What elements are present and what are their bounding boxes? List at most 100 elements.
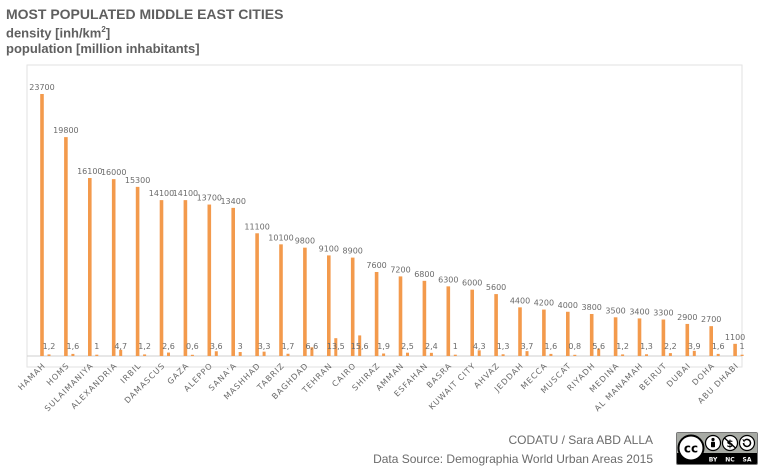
density-bar [733, 343, 737, 356]
population-value-label: 2,6 [162, 342, 175, 351]
density-bar [231, 207, 235, 356]
density-subtitle: density [inh/km2] [6, 22, 283, 41]
density-value-label: 3800 [582, 303, 602, 312]
population-bar [238, 352, 242, 356]
population-value-label: 1 [94, 342, 99, 351]
population-bar [71, 353, 75, 356]
population-bar [190, 354, 194, 356]
density-value-label: 13400 [220, 197, 245, 206]
density-bar [40, 94, 44, 356]
population-bar [167, 352, 170, 356]
population-value-label: 3,7 [521, 342, 534, 351]
population-value-label: 3,9 [688, 342, 701, 351]
density-bar [111, 179, 116, 356]
population-value-label: 6,6 [306, 342, 319, 351]
density-bar [685, 323, 690, 356]
license-label-nc: NC [725, 457, 735, 464]
density-value-label: 15300 [125, 176, 150, 185]
population-value-label: 1,6 [67, 342, 80, 351]
population-bar [573, 354, 577, 356]
svg-text:$: $ [727, 439, 734, 450]
population-bar [645, 354, 648, 356]
density-bar [350, 257, 355, 356]
density-value-label: 4400 [510, 296, 530, 305]
population-value-label: 1,3 [497, 342, 510, 351]
population-bar [334, 338, 338, 356]
credit-text: CODATU / Sara ABD ALLA [508, 433, 654, 447]
population-bar [47, 354, 51, 356]
density-bar [135, 186, 140, 356]
density-bar [88, 178, 92, 356]
population-bar [501, 354, 505, 356]
cc-license-badge[interactable]: cc $ BY NC SA [676, 432, 758, 465]
density-bar [159, 200, 164, 356]
population-value-label: 1,2 [43, 342, 56, 351]
chart-title: MOST POPULATED MIDDLE EAST CITIES [6, 6, 284, 22]
population-bar [621, 354, 625, 356]
density-value-label: 10100 [268, 233, 293, 242]
density-value-label: 2700 [701, 315, 721, 324]
population-value-label: 3 [238, 342, 243, 351]
population-value-label: 0,6 [186, 342, 199, 351]
density-subtitle-end: ] [105, 25, 111, 41]
density-bar [518, 307, 522, 356]
density-bar [327, 255, 331, 356]
density-bar [183, 200, 188, 356]
density-value-label: 16100 [77, 167, 102, 176]
population-value-label: 1,2 [616, 342, 629, 351]
density-value-label: 16000 [101, 168, 126, 177]
population-bar [262, 351, 266, 356]
population-bar [143, 354, 147, 356]
density-value-label: 6300 [438, 275, 458, 284]
density-value-label: 6000 [462, 279, 482, 288]
population-value-label: 4,3 [473, 342, 486, 351]
population-bar [310, 347, 314, 356]
population-bar [453, 354, 457, 356]
population-bar [406, 352, 409, 356]
population-bar [477, 350, 481, 356]
sa-icon [738, 434, 756, 452]
density-value-label: 9100 [319, 244, 339, 253]
population-value-label: 4,7 [114, 342, 127, 351]
density-value-label: 3400 [629, 307, 649, 316]
density-bar [542, 309, 546, 356]
density-bar [64, 137, 68, 356]
density-bar [613, 317, 618, 356]
population-bar [549, 353, 553, 356]
density-bar [494, 294, 498, 356]
category-tick-label: DUBAI [665, 361, 693, 389]
density-bar [422, 280, 427, 356]
density-value-label: 4000 [558, 301, 578, 310]
density-subtitle-sup: 2 [101, 25, 106, 34]
population-value-label: 1 [453, 342, 458, 351]
population-bar [692, 350, 696, 356]
density-bar [303, 247, 307, 356]
density-bar [446, 286, 451, 356]
density-bar [661, 319, 666, 356]
population-bar [382, 353, 386, 356]
density-value-label: 6800 [414, 270, 434, 279]
density-value-label: 4200 [534, 299, 554, 308]
population-value-label: 1,6 [545, 342, 558, 351]
license-label-by: BY [709, 457, 718, 464]
density-bar [374, 271, 379, 356]
population-subtitle: population [million inhabitants] [6, 41, 200, 57]
density-bar [207, 204, 212, 356]
bar-chart: 237001,2HAMAH198001,6HOMS161001SULAIMANI… [16, 64, 745, 413]
population-bar [668, 353, 672, 356]
density-value-label: 3500 [605, 306, 625, 315]
density-value-label: 5600 [486, 283, 506, 292]
density-bar [470, 289, 474, 356]
density-bar [566, 311, 570, 356]
plot-frame [26, 64, 743, 368]
population-value-label: 3,6 [210, 342, 223, 351]
density-value-label: 14100 [149, 189, 174, 198]
population-bar [95, 354, 99, 356]
source-text: Data Source: Demographia World Urban Are… [373, 452, 653, 466]
population-bar [597, 348, 601, 356]
population-value-label: 1,3 [640, 342, 653, 351]
density-value-label: 2900 [677, 313, 697, 322]
density-value-label: 7200 [390, 265, 410, 274]
population-value-label: 1,7 [282, 342, 295, 351]
cc-logo-icon [677, 434, 705, 462]
